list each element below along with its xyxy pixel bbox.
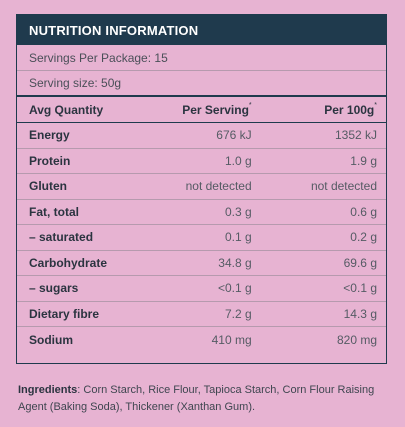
table-row: Carbohydrate 34.8 g 69.6 g [17,250,386,276]
table-row: Dietary fibre 7.2 g 14.3 g [17,301,386,327]
row-name: – saturated [17,224,146,251]
table-row: – sugars <0.1 g <0.1 g [17,275,386,302]
nutrition-panel: NUTRITION INFORMATION Servings Per Packa… [16,14,387,364]
header-avg-quantity: Avg Quantity [17,97,146,123]
row-per-serving: not detected [145,173,261,200]
table-row: Protein 1.0 g 1.9 g [17,148,386,174]
row-name: – sugars [17,275,146,302]
row-per-serving: 410 mg [211,332,252,347]
row-per-serving: 7.2 g [145,301,261,327]
row-name: Fat, total [17,199,146,225]
table-row: – saturated 0.1 g 0.2 g [17,224,386,251]
header-per-serving: Per Serving* [145,97,261,123]
row-per-serving: 676 kJ [145,122,261,149]
row-per-100g: 820 mg [336,332,377,347]
panel-title: NUTRITION INFORMATION [17,15,386,45]
servings-per-package: Servings Per Package: 15 [17,45,386,71]
footnote-mark: * [374,101,377,109]
row-per-serving: 0.3 g [145,199,261,225]
row-per-100g: 1.9 g [260,148,386,174]
row-per-100g: 0.6 g [260,199,386,225]
row-per-serving: 1.0 g [145,148,261,174]
header-per-100g-label: Per 100g [324,102,375,117]
ingredients-label: Ingredients [18,384,78,396]
table-row: Gluten not detected not detected [17,173,386,200]
row-name: Protein [17,148,146,174]
ingredients-list: : Corn Starch, Rice Flour, Tapioca Starc… [18,384,375,413]
nutrition-table: Avg Quantity Per Serving* Per 100g* Ener… [17,97,386,352]
row-per-100g: 69.6 g [260,250,386,276]
row-per-100g: <0.1 g [260,275,386,302]
footnote-mark: * [248,101,252,109]
row-name: Energy [17,122,146,149]
row-name: Dietary fibre [17,301,146,327]
row-per-100g: not detected [260,173,386,200]
row-per-serving: <0.1 g [145,275,261,302]
serving-size: Serving size: 50g [17,71,386,97]
row-per-100g: 0.2 g [260,224,386,251]
table-row: Sodium 410 mg 820 mg [17,327,386,353]
row-per-serving: 0.1 g [145,224,261,251]
row-per-serving: 34.8 g [145,250,261,276]
row-per-100g: 1352 kJ [260,122,386,149]
table-row: Energy 676 kJ 1352 kJ [17,122,386,149]
ingredients-text: Ingredients: Corn Starch, Rice Flour, Ta… [18,382,390,416]
row-name: Gluten [17,173,146,200]
table-header-row: Avg Quantity Per Serving* Per 100g* [17,97,386,123]
header-per-serving-label: Per Serving [182,102,249,117]
row-per-100g: 14.3 g [260,301,386,327]
row-name: Sodium [29,332,73,347]
row-name: Carbohydrate [17,250,146,276]
header-per-100g: Per 100g* [260,97,386,123]
table-row: Fat, total 0.3 g 0.6 g [17,199,386,225]
